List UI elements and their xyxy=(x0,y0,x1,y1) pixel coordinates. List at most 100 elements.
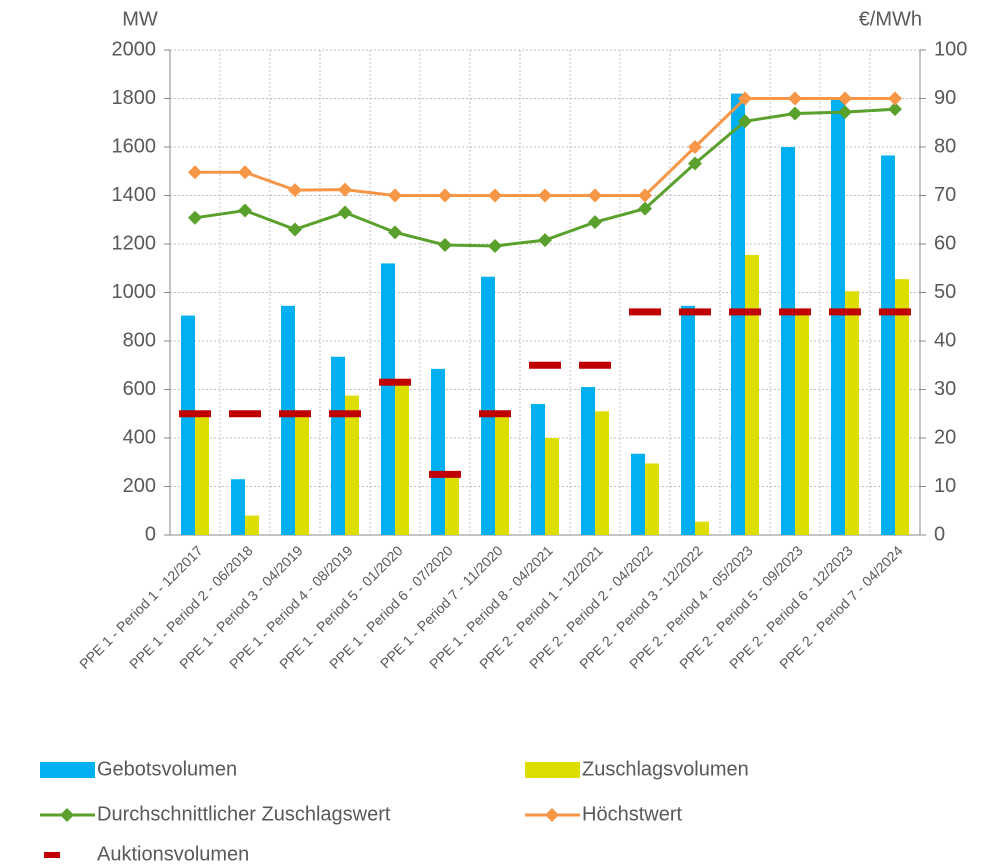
y2-tick-label: 70 xyxy=(934,184,956,206)
y-tick-label: 1800 xyxy=(112,87,157,109)
y-tick-label: 800 xyxy=(123,329,156,351)
y2-tick-label: 20 xyxy=(934,426,956,448)
marker xyxy=(588,215,602,230)
bar xyxy=(281,305,295,535)
bar xyxy=(195,413,209,535)
bar xyxy=(395,383,409,535)
dash-marker xyxy=(279,410,311,418)
dash-marker xyxy=(529,361,561,369)
bar xyxy=(331,356,345,535)
dash-marker xyxy=(829,308,861,316)
legend-swatch xyxy=(40,762,95,778)
dash-marker xyxy=(179,410,211,418)
bar xyxy=(681,305,695,535)
marker xyxy=(838,91,852,106)
marker xyxy=(488,188,502,203)
marker xyxy=(638,188,652,203)
marker xyxy=(238,203,252,218)
dash-marker xyxy=(479,410,511,418)
marker xyxy=(538,188,552,203)
bar xyxy=(881,155,895,536)
marker xyxy=(338,205,352,220)
bar xyxy=(645,463,659,535)
bar xyxy=(481,276,495,535)
legend-label: Höchstwert xyxy=(582,803,682,825)
marker xyxy=(738,114,752,129)
bar xyxy=(445,474,459,535)
y-tick-label: 200 xyxy=(123,475,156,497)
marker xyxy=(738,91,752,106)
y-tick-label: 1000 xyxy=(112,281,157,303)
marker xyxy=(688,140,702,154)
marker xyxy=(788,106,802,121)
y-tick-label: 0 xyxy=(145,523,156,545)
bar xyxy=(531,404,545,535)
marker xyxy=(288,222,302,237)
marker xyxy=(838,105,852,120)
bar xyxy=(831,98,845,535)
bar xyxy=(595,411,609,535)
dash-marker xyxy=(679,308,711,316)
marker xyxy=(688,156,702,171)
marker xyxy=(188,210,202,225)
marker xyxy=(288,183,302,198)
legend-label: Auktionsvolumen xyxy=(97,843,249,865)
bar xyxy=(745,254,759,535)
bar xyxy=(181,315,195,535)
y2-tick-label: 80 xyxy=(934,135,956,157)
bar xyxy=(781,147,795,535)
bar xyxy=(231,479,245,535)
y2-tick-label: 30 xyxy=(934,378,956,400)
marker xyxy=(888,102,902,117)
bar xyxy=(545,438,559,535)
legend-label: Gebotsvolumen xyxy=(97,758,237,780)
y2-tick-label: 60 xyxy=(934,232,956,254)
bar xyxy=(381,263,395,535)
legend-marker xyxy=(545,808,559,822)
bar xyxy=(695,521,709,535)
legend-label: Zuschlagsvolumen xyxy=(582,758,749,780)
marker xyxy=(238,165,252,180)
legend-swatch xyxy=(44,852,60,858)
legend-marker xyxy=(60,808,74,822)
dash-marker xyxy=(429,470,461,478)
dash-marker xyxy=(879,308,911,316)
y-tick-label: 600 xyxy=(123,378,156,400)
y-tick-label: 1600 xyxy=(112,135,157,157)
y-tick-label: 400 xyxy=(123,426,156,448)
bar xyxy=(581,387,595,535)
bar xyxy=(431,368,445,535)
marker xyxy=(388,225,402,240)
marker xyxy=(188,165,202,180)
y2-tick-label: 90 xyxy=(934,87,956,109)
marker xyxy=(788,91,802,106)
bar xyxy=(345,395,359,535)
dash-marker xyxy=(729,308,761,316)
bar xyxy=(295,413,309,535)
y2-tick-label: 100 xyxy=(934,38,967,60)
marker xyxy=(338,182,352,197)
y2-tick-label: 40 xyxy=(934,329,956,351)
bar xyxy=(845,291,859,535)
y2-tick-label: 50 xyxy=(934,281,956,303)
marker xyxy=(438,237,452,252)
bar xyxy=(631,453,645,535)
bar xyxy=(795,311,809,535)
y2-axis-title: €/MWh xyxy=(859,8,922,30)
y2-tick-label: 0 xyxy=(934,523,945,545)
y-tick-label: 1200 xyxy=(112,232,157,254)
y-tick-label: 1400 xyxy=(112,184,157,206)
marker xyxy=(438,188,452,203)
dash-marker xyxy=(579,361,611,369)
y-tick-label: 2000 xyxy=(112,38,157,60)
bar xyxy=(245,515,259,535)
marker xyxy=(538,233,552,248)
legend-label: Durchschnittlicher Zuschlagswert xyxy=(97,803,391,825)
marker xyxy=(488,238,502,253)
dash-marker xyxy=(329,410,361,418)
bar xyxy=(495,413,509,535)
y2-tick-label: 10 xyxy=(934,475,956,497)
legend-swatch xyxy=(525,762,580,778)
dash-marker xyxy=(779,308,811,316)
